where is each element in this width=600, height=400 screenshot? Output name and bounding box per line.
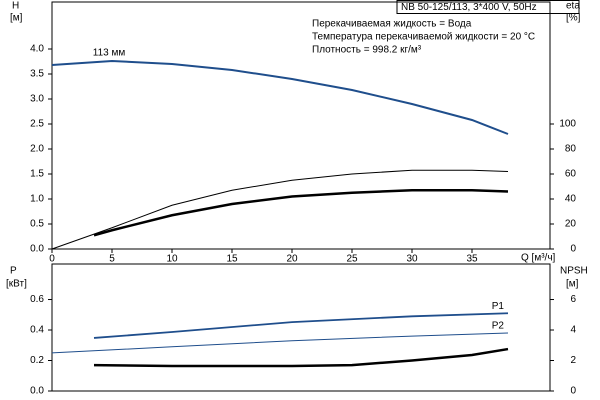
annotation: Температура перекачиваемой жидкости = 20… xyxy=(312,32,535,43)
y-tick-label: 0.0 xyxy=(30,386,44,397)
y-tick-label: 0.5 xyxy=(30,219,44,230)
x-tick-label: 0 xyxy=(49,254,55,265)
chart-title: NB 50-125/113, 3*400 V, 50Hz xyxy=(401,2,537,13)
y-axis-unit: [кВт] xyxy=(6,279,27,290)
annotation: Перекачиваемая жидкость = Вода xyxy=(312,19,472,30)
series-line xyxy=(51,332,509,354)
y2-tick-label: 4 xyxy=(570,325,576,336)
series-line xyxy=(51,169,509,250)
y-axis-label: P xyxy=(10,266,17,277)
y-tick-label: 3.0 xyxy=(30,94,44,105)
x-tick-label: 25 xyxy=(346,254,358,265)
x-tick-label: 10 xyxy=(166,254,178,265)
y2-tick-label: 0 xyxy=(570,244,576,255)
y2-axis-unit: [м] xyxy=(566,279,579,290)
series-label: P1 xyxy=(492,301,505,312)
y-tick-label: 0.4 xyxy=(30,325,44,336)
y2-tick-label: 60 xyxy=(565,169,577,180)
y-tick-label: 1.0 xyxy=(30,194,44,205)
y-tick-label: 2.5 xyxy=(30,119,44,130)
plot-frame xyxy=(51,263,551,392)
series-line xyxy=(93,189,509,237)
y-tick-label: 3.5 xyxy=(30,69,44,80)
title-box xyxy=(396,0,580,14)
series-label: P2 xyxy=(492,321,505,332)
series-line xyxy=(51,59,509,135)
y-tick-label: 2.0 xyxy=(30,144,44,155)
series-line xyxy=(93,312,509,339)
y2-tick-label: 2 xyxy=(570,355,576,366)
series-label: 113 мм xyxy=(93,48,126,59)
y2-tick-label: 80 xyxy=(565,144,577,155)
plot-frame xyxy=(51,1,551,250)
y2-tick-label: 0 xyxy=(570,386,576,397)
x-tick-label: 15 xyxy=(226,254,238,265)
y2-tick-label: 6 xyxy=(570,294,576,305)
y-tick-label: 0.6 xyxy=(30,294,44,305)
x-tick-label: 35 xyxy=(466,254,478,265)
y2-tick-label: 40 xyxy=(565,194,577,205)
y2-axis-unit: [%] xyxy=(566,13,581,24)
series-line xyxy=(93,347,509,368)
y-tick-label: 0.2 xyxy=(30,355,44,366)
y-tick-label: 4.0 xyxy=(30,44,44,55)
y2-tick-label: 20 xyxy=(565,219,577,230)
y2-axis-label: NPSH xyxy=(560,266,588,277)
y-tick-label: 1.5 xyxy=(30,169,44,180)
x-axis-label: Q [м³/ч] xyxy=(521,253,556,264)
y-axis-label: H xyxy=(12,1,19,12)
y-axis-unit: [м] xyxy=(10,13,23,24)
x-tick-label: 30 xyxy=(406,254,418,265)
y-tick-label: 0.0 xyxy=(30,244,44,255)
y2-axis-label: eta xyxy=(566,1,580,12)
x-tick-label: 5 xyxy=(109,254,115,265)
annotation: Плотность = 998.2 кг/м³ xyxy=(312,45,422,56)
y2-tick-label: 100 xyxy=(559,119,576,130)
x-tick-label: 20 xyxy=(286,254,298,265)
